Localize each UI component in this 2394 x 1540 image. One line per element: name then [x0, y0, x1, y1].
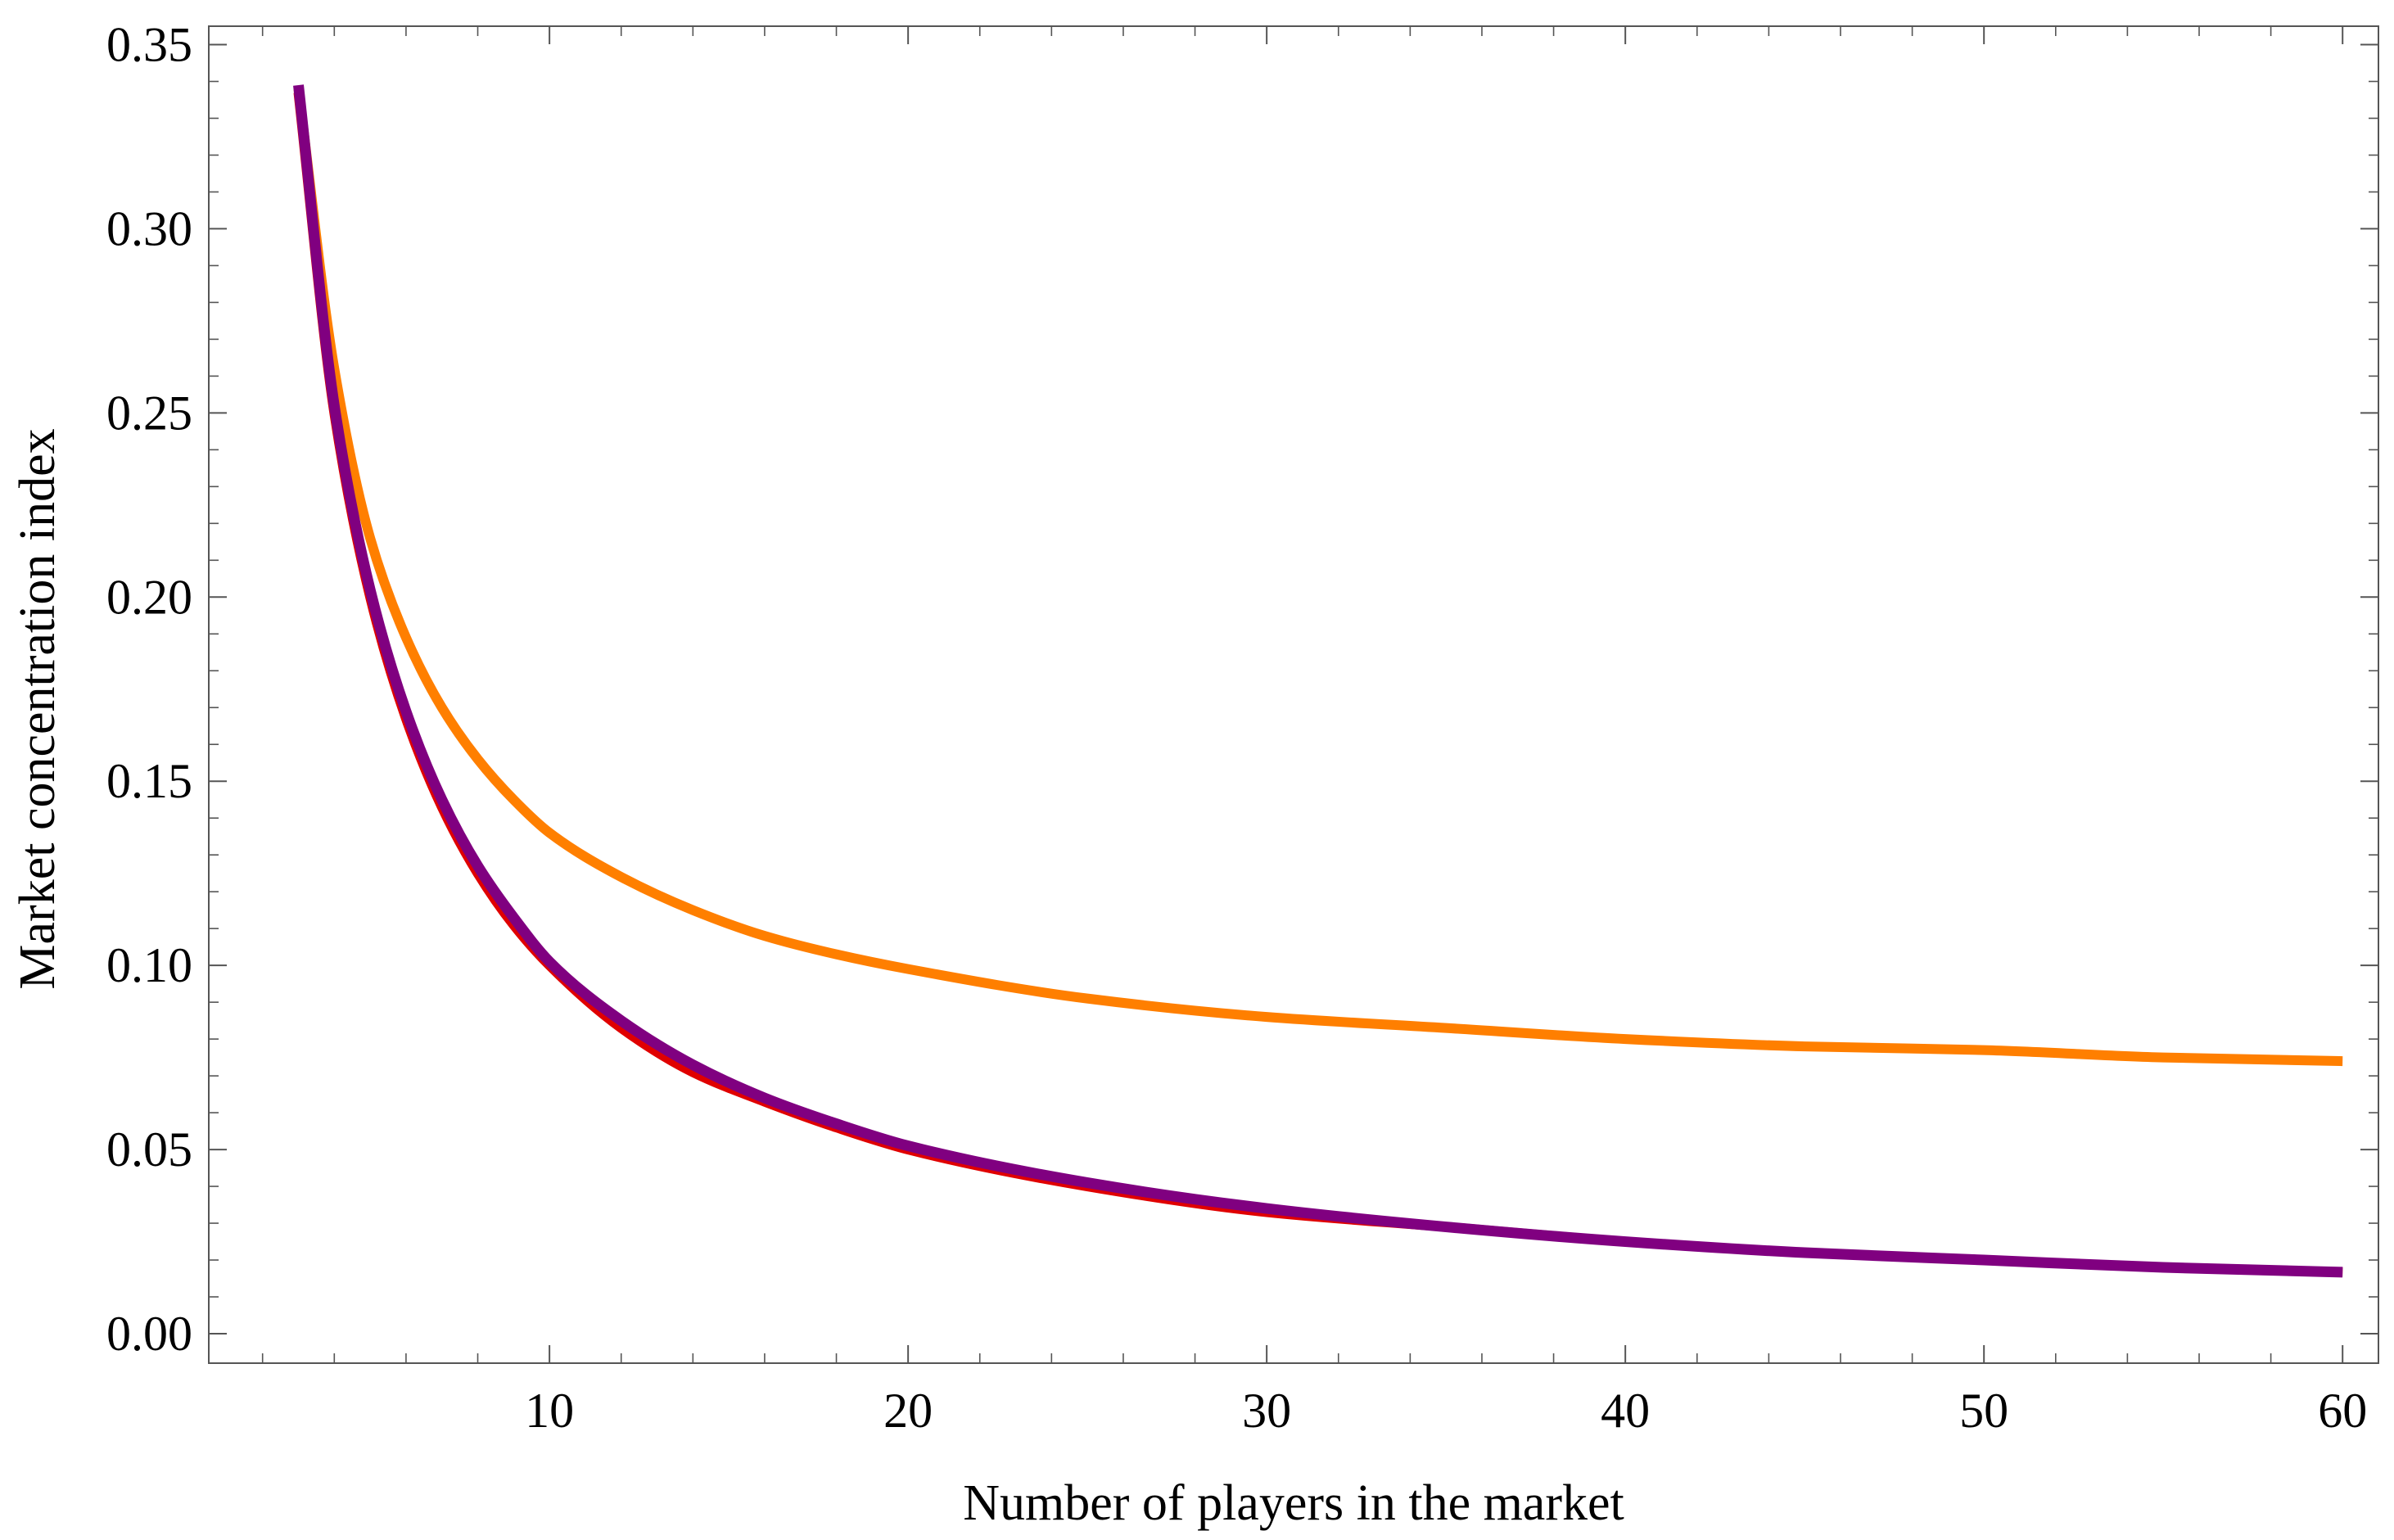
y-axis-title: Market concentration index — [10, 428, 65, 989]
x-axis-title: Number of players in the market — [963, 1475, 1624, 1531]
x-tick-label: 40 — [1601, 1384, 1650, 1438]
series-line-1 — [293, 88, 2343, 1067]
y-tick-label: 0.30 — [106, 201, 192, 255]
y-tick-label: 0.20 — [106, 570, 192, 624]
x-tick-label: 30 — [1242, 1384, 1291, 1438]
y-tick-label: 0.05 — [106, 1122, 192, 1176]
x-tick-label: 10 — [525, 1384, 574, 1438]
series-line-3 — [293, 84, 2343, 1278]
y-tick-label: 0.15 — [106, 754, 192, 808]
x-tick-label: 50 — [1959, 1384, 2008, 1438]
y-tick-label: 0.35 — [106, 17, 192, 71]
series-line-2 — [293, 92, 2343, 1277]
y-tick-label: 0.25 — [106, 386, 192, 440]
y-tick-label: 0.10 — [106, 938, 192, 992]
plot-frame — [208, 25, 2379, 1364]
x-tick-label: 60 — [2318, 1384, 2367, 1438]
x-tick-label: 20 — [883, 1384, 933, 1438]
y-tick-label: 0.00 — [106, 1307, 192, 1361]
